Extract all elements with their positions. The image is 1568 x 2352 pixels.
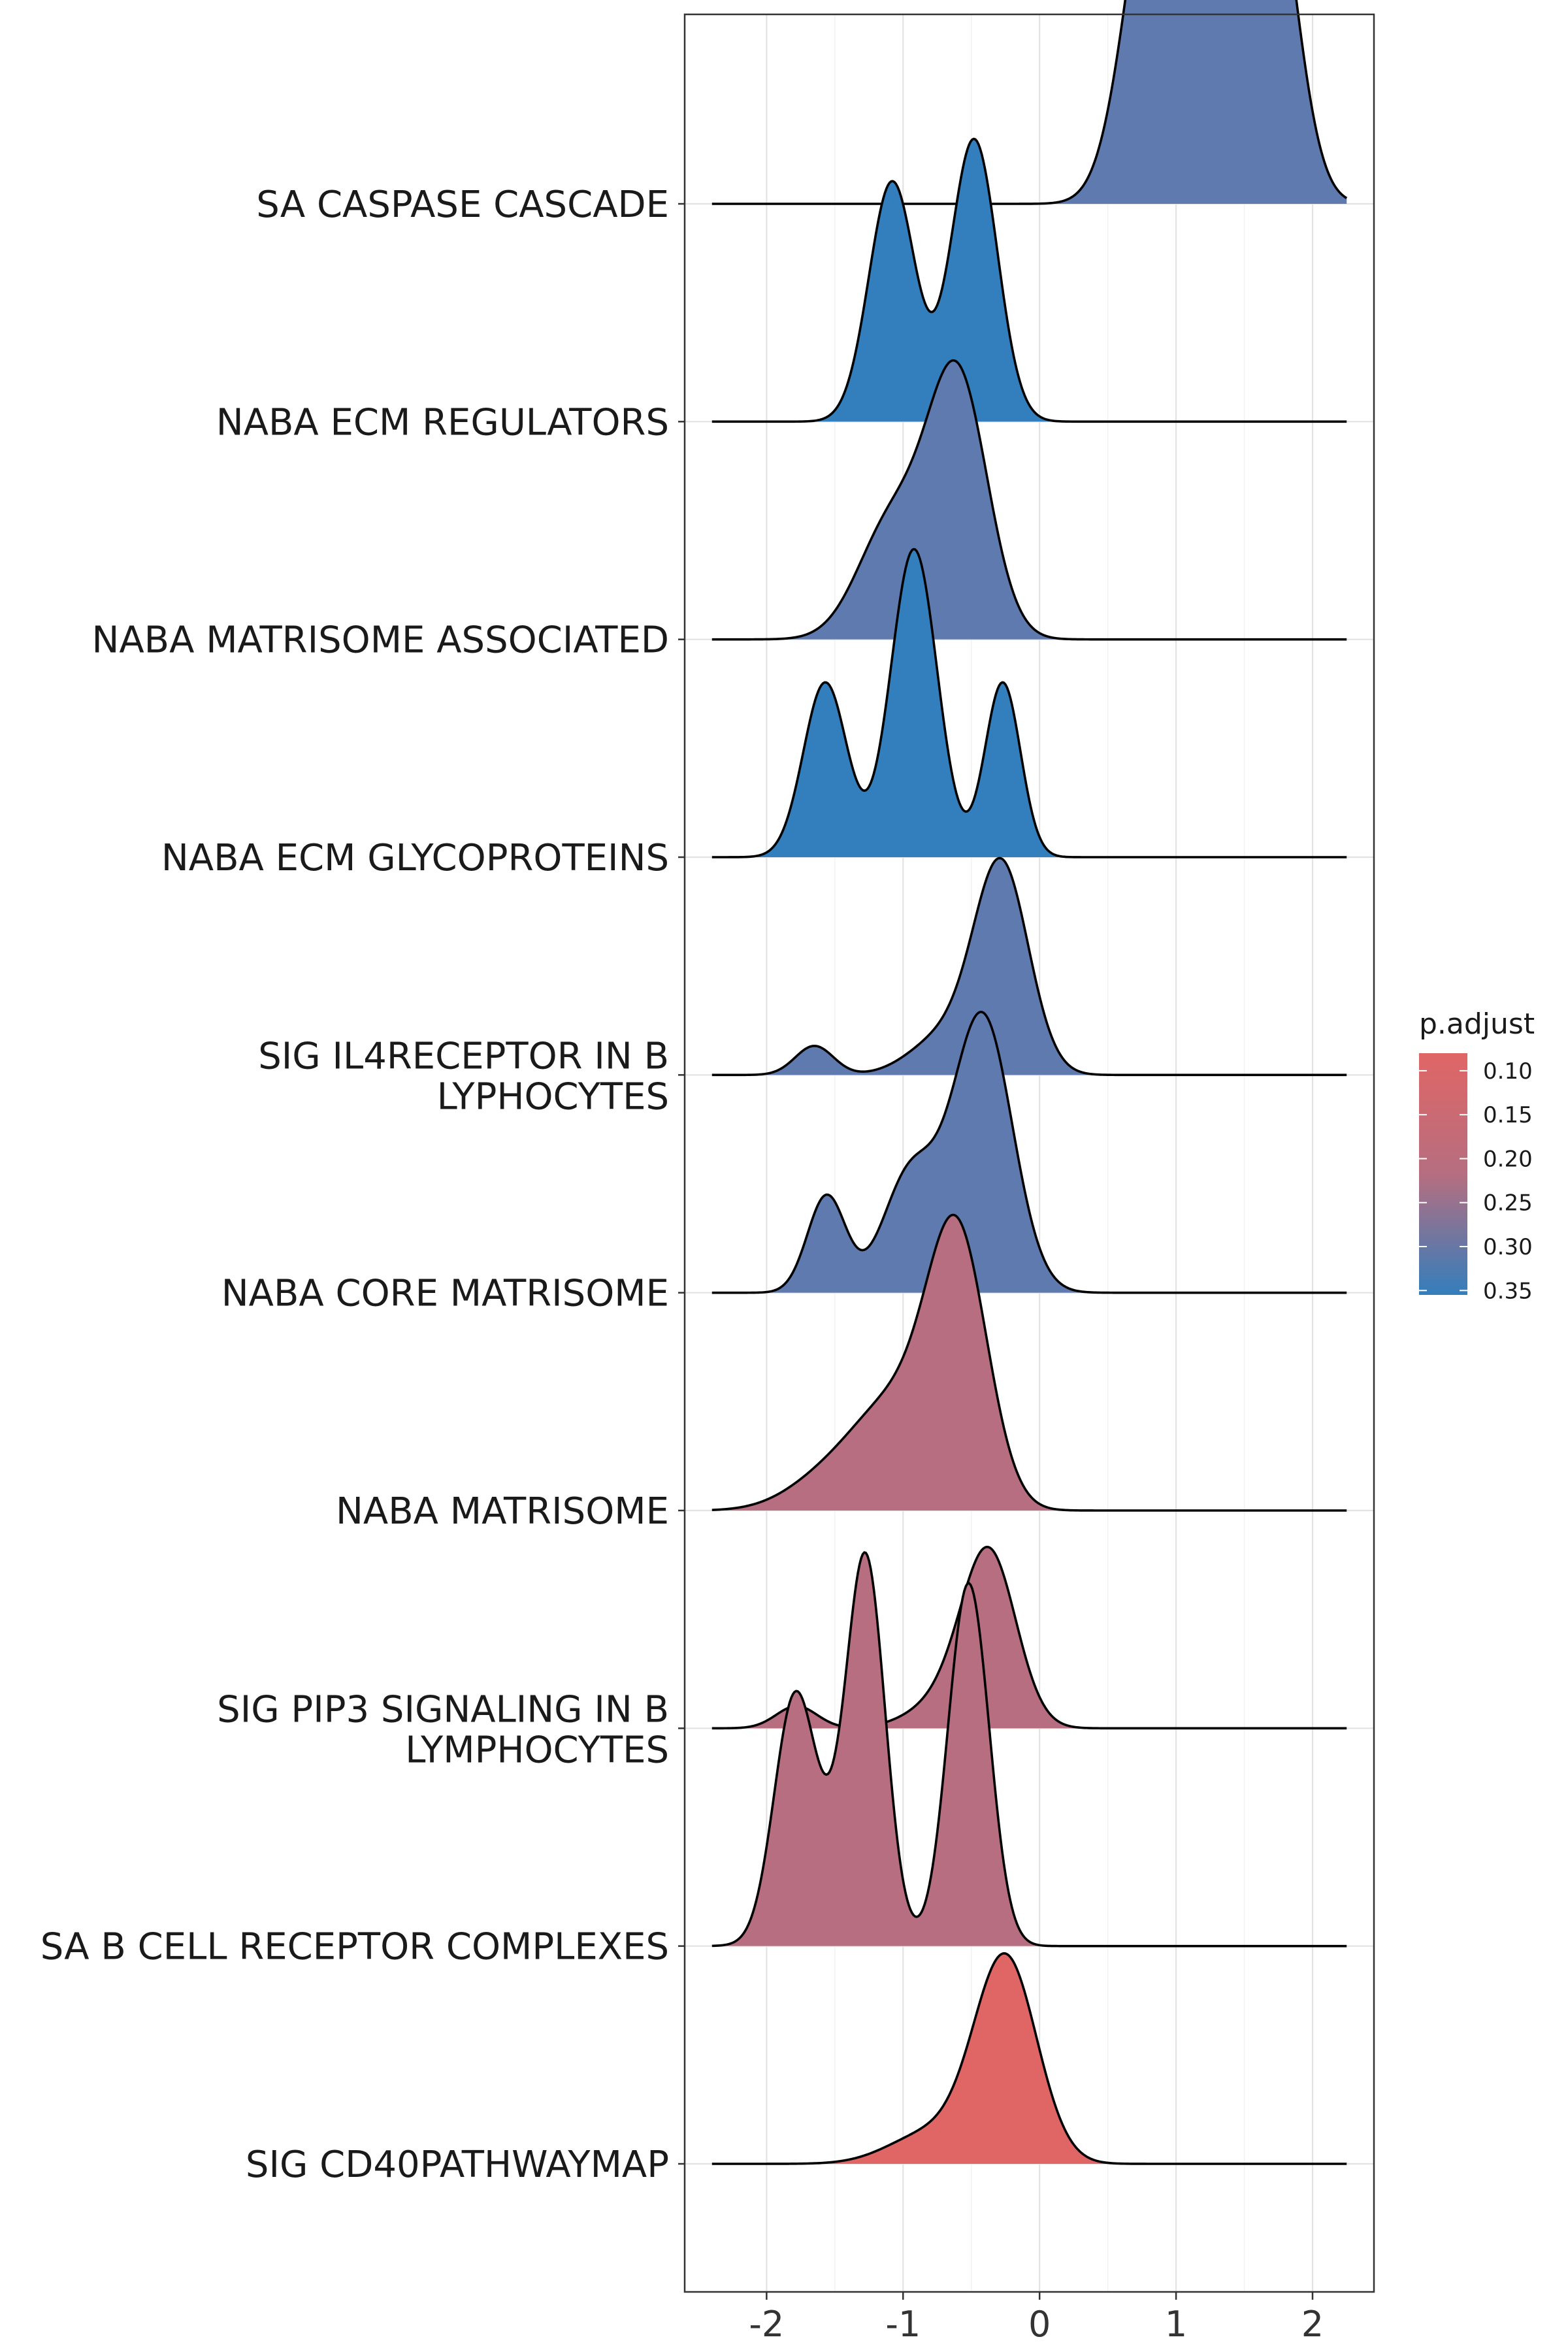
ridge-fill bbox=[711, 360, 1347, 640]
y-tick-label: NABA ECM REGULATORS bbox=[216, 401, 669, 444]
ridge-fill bbox=[711, 1953, 1347, 2164]
legend-tick-label: 0.10 bbox=[1483, 1058, 1533, 1085]
y-tick-label: LYMPHOCYTES bbox=[405, 1729, 669, 1771]
ridge-fill bbox=[711, 1546, 1347, 1729]
panel-border bbox=[683, 13, 1375, 2293]
legend-tick-label: 0.30 bbox=[1483, 1234, 1533, 1260]
x-tick-label: 2 bbox=[1301, 2304, 1324, 2345]
ridge-fill bbox=[711, 1011, 1347, 1293]
legend-tick-label: 0.35 bbox=[1483, 1278, 1533, 1304]
ridge-fill bbox=[711, 139, 1347, 422]
y-tick-label: SIG IL4RECEPTOR IN B bbox=[258, 1035, 669, 1077]
ridge-outline bbox=[711, 1551, 1347, 1948]
ridge-outline bbox=[711, 137, 1347, 423]
ridge-outline bbox=[711, 0, 1348, 205]
y-tick-label: SIG PIP3 SIGNALING IN B bbox=[217, 1688, 669, 1731]
y-tick-label: NABA ECM GLYCOPROTEINS bbox=[161, 837, 669, 879]
ridge-outline bbox=[711, 1011, 1347, 1294]
x-tick-label: 0 bbox=[1028, 2304, 1051, 2345]
x-tick-label: -1 bbox=[885, 2304, 921, 2345]
x-tick-label: -2 bbox=[749, 2304, 784, 2345]
y-tick-label: SIG CD40PATHWAYMAP bbox=[246, 2144, 669, 2186]
ridge-fill bbox=[711, 858, 1347, 1075]
x-axis: -2 -1 0 1 2 bbox=[749, 2292, 1324, 2345]
legend-tick-label: 0.20 bbox=[1483, 1146, 1533, 1172]
ridge-outline bbox=[711, 359, 1347, 641]
ridge-fill bbox=[711, 1215, 1347, 1511]
y-tick-label: SA CASPASE CASCADE bbox=[256, 184, 669, 226]
legend: p.adjust 0.10 0.15 0.20 0.25 0.30 0.35 bbox=[1419, 1007, 1535, 1304]
ridge-outline bbox=[711, 1545, 1347, 1730]
y-tick-label: NABA CORE MATRISOME bbox=[221, 1273, 669, 1315]
y-tick-label: NABA MATRISOME ASSOCIATED bbox=[91, 619, 669, 662]
legend-colorbar bbox=[1419, 1053, 1467, 1295]
y-axis: SIG CD40PATHWAYMAP SA B CELL RECEPTOR COM… bbox=[41, 184, 685, 2186]
ridge-outline bbox=[711, 1213, 1347, 1512]
ridge-layer bbox=[711, 0, 1348, 2165]
ridge-fill bbox=[711, 1552, 1347, 1946]
legend-tick-label: 0.25 bbox=[1483, 1190, 1533, 1217]
legend-title: p.adjust bbox=[1419, 1007, 1535, 1041]
x-tick-label: 1 bbox=[1165, 2304, 1187, 2345]
ridge-outline bbox=[711, 857, 1347, 1077]
y-tick-label: LYPHOCYTES bbox=[437, 1075, 669, 1118]
ridge-outline bbox=[711, 1952, 1347, 2165]
ridge-fill bbox=[711, 0, 1347, 204]
legend-tick-label: 0.15 bbox=[1483, 1102, 1533, 1128]
y-tick-label: NABA MATRISOME bbox=[336, 1490, 669, 1533]
y-tick-label: SA B CELL RECEPTOR COMPLEXES bbox=[41, 1926, 669, 1968]
ridge-outline bbox=[711, 547, 1347, 858]
